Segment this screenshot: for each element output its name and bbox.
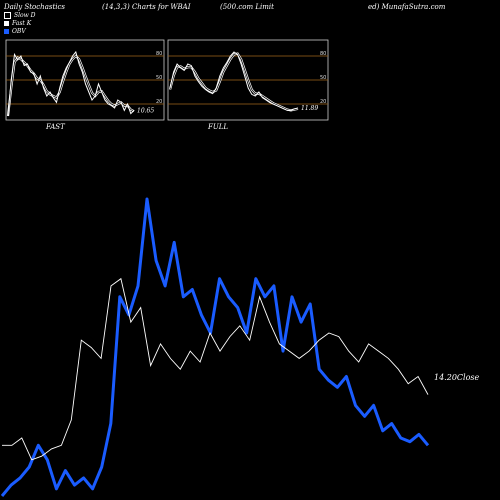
fast-fast-k-line <box>7 50 135 117</box>
full-end-label: 11.89 <box>301 105 318 112</box>
legend-fast-k-swatch <box>4 21 9 26</box>
close-label: 14.20Close <box>434 373 480 382</box>
full-ytick-80: 80 <box>320 51 326 57</box>
header-mid1: (14,3,3) Charts for WBAI <box>102 3 191 11</box>
header-right: ed) MunafaSutra.com <box>368 3 446 11</box>
legend-slow-d-swatch <box>4 12 11 19</box>
full-fast-k-line <box>169 51 299 111</box>
header-mid2: (500.com Limit <box>220 3 274 11</box>
fast-ytick-50: 50 <box>156 75 162 81</box>
full-ytick-20: 20 <box>320 99 326 105</box>
legend-fast-k: Fast K <box>4 20 31 27</box>
fast-end-label: 10.65 <box>137 107 154 114</box>
full-ytick-50: 50 <box>320 75 326 81</box>
obv-line <box>0 197 430 497</box>
legend-slow-d-label: Slow D <box>14 12 36 19</box>
legend-obv-swatch <box>4 29 9 34</box>
full-slow-d-core <box>169 53 299 111</box>
legend-fast-k-label: Fast K <box>12 20 32 27</box>
panel-full-title: FULL <box>208 123 229 131</box>
fast-ytick-20: 20 <box>156 99 162 105</box>
full-slow-d-line <box>168 52 299 112</box>
panel-fast-title: FAST <box>46 123 65 131</box>
legend-slow-d: Slow D <box>4 12 36 19</box>
price-line <box>2 277 429 461</box>
fast-ytick-80: 80 <box>156 51 162 57</box>
legend-obv: OBV <box>4 28 26 35</box>
header-left: Daily Stochastics <box>4 3 66 11</box>
legend-obv-label: OBV <box>12 28 26 35</box>
